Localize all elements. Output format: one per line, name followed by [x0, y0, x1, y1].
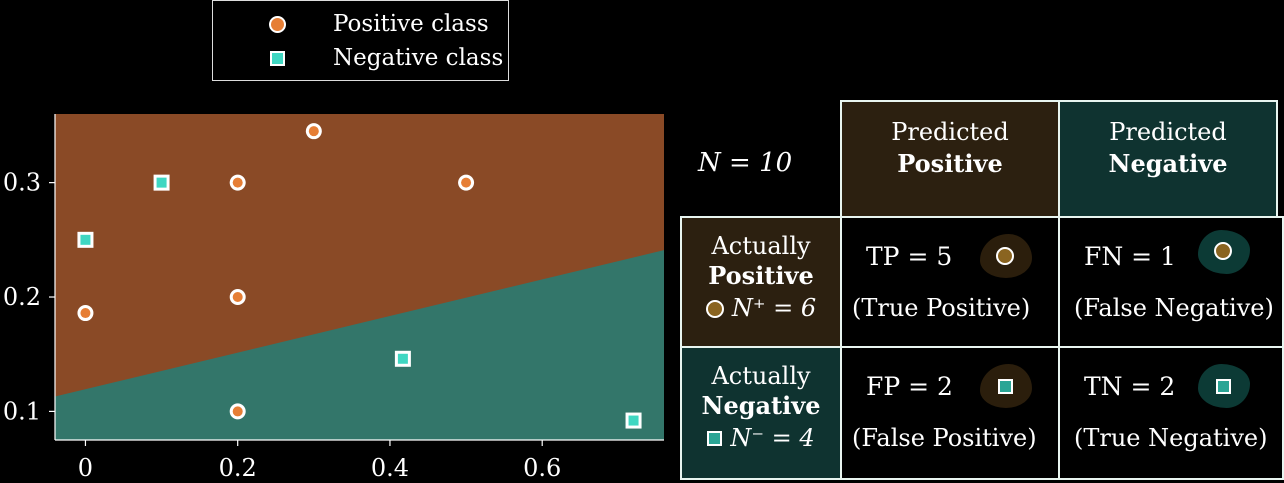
- actually-positive-count: N⁺ = 6: [731, 294, 817, 322]
- y-tick-label: 0.3: [3, 169, 41, 197]
- cell-true-positive: TP = 5 (True Positive): [840, 216, 1060, 348]
- negative-square-icon: [1216, 379, 1231, 394]
- legend-label-positive: Positive class: [333, 11, 489, 37]
- n-total: N = 10: [698, 148, 793, 178]
- tp-desc: (True Positive): [852, 294, 1031, 322]
- positive-point-core: [232, 406, 243, 417]
- header-predicted-negative: Predicted Negative: [1058, 100, 1278, 218]
- actually-positive-line2: Positive: [708, 261, 814, 290]
- scatter-plot: 0 0.2 0.4 0.6 0.1 0.2 0.3: [3, 114, 664, 482]
- positive-dot-icon: [996, 247, 1014, 265]
- fp-value: FP = 2: [866, 372, 953, 401]
- legend-label-negative: Negative class: [333, 45, 504, 71]
- tn-desc: (True Negative): [1074, 424, 1268, 452]
- fp-desc: (False Positive): [852, 424, 1037, 452]
- y-tick-label: 0.2: [3, 283, 41, 311]
- positive-point-core: [232, 292, 243, 303]
- predicted-positive-line2: Positive: [897, 149, 1003, 178]
- positive-point-core: [80, 308, 91, 319]
- negative-square-icon: [707, 431, 723, 446]
- actually-positive-line1: Actually: [711, 232, 811, 260]
- blob-icon: [1198, 230, 1250, 274]
- predicted-negative-line1: Predicted: [1109, 118, 1227, 146]
- negative-square-icon: [998, 379, 1013, 394]
- legend: Positive class Negative class: [212, 0, 509, 81]
- x-tick-label: 0.6: [523, 454, 561, 482]
- header-actually-negative: Actually Negative N⁻ = 4: [680, 346, 842, 480]
- actually-negative-line2: Negative: [701, 391, 821, 420]
- negative-point-core: [397, 353, 408, 364]
- tp-value: TP = 5: [866, 242, 953, 271]
- cell-false-negative: FN = 1 (False Negative): [1058, 216, 1284, 348]
- blob-icon: [980, 364, 1032, 408]
- negative-point-core: [156, 177, 167, 188]
- y-tick-label: 0.1: [3, 397, 41, 425]
- blob-icon: [1198, 364, 1250, 408]
- negative-point-core: [628, 415, 639, 426]
- header-predicted-positive: Predicted Positive: [840, 100, 1060, 218]
- cell-false-positive: FP = 2 (False Positive): [840, 346, 1060, 480]
- blob-icon: [980, 234, 1032, 278]
- x-tick-label: 0.4: [371, 454, 409, 482]
- actually-negative-line1: Actually: [711, 362, 811, 390]
- positive-point-core: [461, 177, 472, 188]
- fn-value: FN = 1: [1084, 242, 1176, 271]
- negative-marker-icon: [270, 50, 285, 66]
- predicted-positive-line1: Predicted: [891, 118, 1009, 146]
- positive-dot-icon: [1214, 242, 1232, 260]
- negative-point-core: [80, 234, 91, 245]
- actually-negative-count: N⁻ = 4: [730, 424, 815, 452]
- positive-point-core: [308, 126, 319, 137]
- negative-region: [55, 250, 664, 440]
- positive-dot-icon: [705, 299, 724, 318]
- x-tick-label: 0: [78, 454, 93, 482]
- header-actually-positive: Actually Positive N⁺ = 6: [680, 216, 842, 348]
- predicted-negative-line2: Negative: [1108, 149, 1228, 178]
- x-tick-label: 0.2: [219, 454, 257, 482]
- positive-point-core: [232, 177, 243, 188]
- fn-desc: (False Negative): [1074, 294, 1274, 322]
- positive-marker-icon: [269, 15, 286, 33]
- cell-true-negative: TN = 2 (True Negative): [1058, 346, 1284, 480]
- tn-value: TN = 2: [1084, 372, 1176, 401]
